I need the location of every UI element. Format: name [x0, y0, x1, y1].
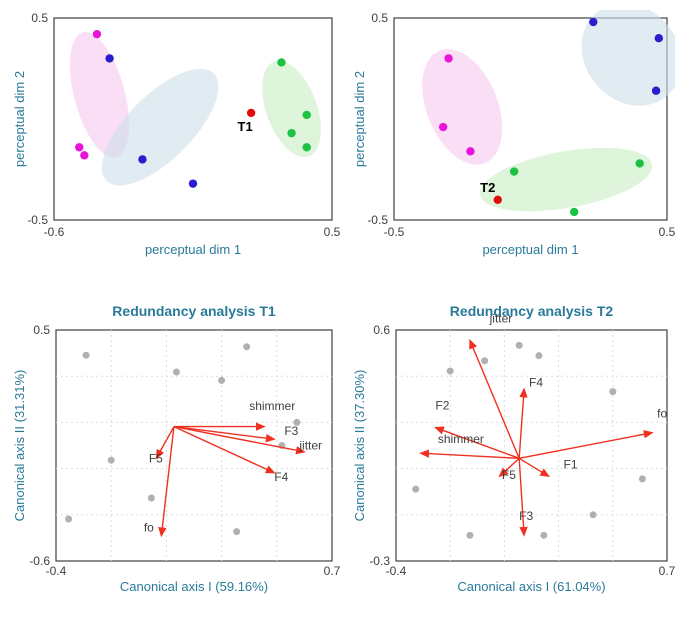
vector-label: F5: [149, 451, 163, 465]
data-point: [494, 196, 502, 204]
data-point: [287, 129, 295, 137]
vector-label: F1: [564, 458, 578, 472]
background-point: [243, 343, 250, 350]
data-point: [189, 179, 197, 187]
data-point: [439, 123, 447, 131]
background-point: [481, 357, 488, 364]
background-point: [148, 495, 155, 502]
y-tick: 0.5: [31, 11, 48, 25]
y-tick: 0.5: [33, 323, 50, 337]
y-tick: -0.6: [29, 554, 50, 568]
background-point: [639, 475, 646, 482]
figure-grid: T1 -0.6 0.5 -0.5 0.5 perceptual dim 1 perceptu…: [10, 10, 675, 595]
vector-label: jitter: [298, 439, 322, 453]
x-tick: -0.5: [384, 225, 405, 239]
background-point: [108, 457, 115, 464]
panel-title: Redundancy analysis T1: [112, 303, 276, 319]
y-tick: -0.3: [369, 554, 390, 568]
x-axis-label: perceptual dim 1: [145, 242, 241, 257]
y-axis-label: Canonical axis II (31.31%): [12, 370, 27, 522]
y-tick: 0.5: [371, 11, 388, 25]
data-point: [589, 18, 597, 26]
panel-bottom-left: Redundancy analysis T1 shimmer F3jitter F4 F…: [10, 300, 340, 595]
data-point: [75, 143, 83, 151]
vector-label: shimmer: [438, 432, 484, 446]
x-axis-label: Canonical axis I (61.04%): [457, 579, 605, 594]
x-axis-label: perceptual dim 1: [482, 242, 578, 257]
y-axis-label: perceptual dim 2: [352, 71, 367, 167]
background-point: [65, 516, 72, 523]
background-point: [590, 511, 597, 518]
data-point: [466, 147, 474, 155]
background-point: [173, 369, 180, 376]
data-point: [303, 143, 311, 151]
background-point: [83, 352, 90, 359]
y-tick: -0.5: [367, 213, 388, 227]
data-point: [510, 167, 518, 175]
background-point: [412, 486, 419, 493]
x-tick: 0.7: [324, 564, 340, 578]
background-point: [218, 377, 225, 384]
vector-label: F4: [529, 375, 543, 389]
x-tick: 0.5: [324, 225, 340, 239]
vector-label: F3: [519, 509, 533, 523]
y-axis-label: perceptual dim 2: [12, 71, 27, 167]
data-point: [655, 34, 663, 42]
panel-top-left: T1 -0.6 0.5 -0.5 0.5 perceptual dim 1 perceptu…: [10, 10, 340, 260]
vector-label: fo: [657, 406, 667, 420]
vector-label: F2: [435, 399, 449, 413]
point-label: T2: [480, 180, 495, 195]
x-tick: -0.6: [44, 225, 65, 239]
y-axis-label: Canonical axis II (37.30%): [352, 370, 367, 522]
x-tick: 0.5: [659, 225, 675, 239]
panel-bottom-right: Redundancy analysis T2jitter F4 F2 shimmer F…: [350, 300, 675, 595]
point-label: T1: [238, 119, 253, 134]
vector-label: shimmer: [249, 399, 295, 413]
data-point: [105, 54, 113, 62]
data-point: [444, 54, 452, 62]
background-point: [609, 388, 616, 395]
y-tick: 0.6: [373, 323, 390, 337]
background-point: [540, 532, 547, 539]
x-tick: 0.7: [659, 564, 675, 578]
vector-label: F5: [502, 468, 516, 482]
vector-label: F3: [284, 424, 298, 438]
data-point: [247, 109, 255, 117]
background-point: [516, 342, 523, 349]
data-point: [138, 155, 146, 163]
panel-top-right: T2 -0.5 0.5 -0.5 0.5 perceptual dim 1 perceptu…: [350, 10, 675, 260]
vector-label: F4: [274, 470, 288, 484]
vector-label: fo: [144, 521, 154, 535]
y-tick: -0.5: [27, 213, 48, 227]
x-axis-label: Canonical axis I (59.16%): [120, 579, 268, 594]
panel-title: Redundancy analysis T2: [450, 303, 614, 319]
data-point: [93, 30, 101, 38]
data-point: [652, 87, 660, 95]
background-point: [466, 532, 473, 539]
data-point: [570, 208, 578, 216]
vector-label: jitter: [489, 311, 513, 325]
data-point: [80, 151, 88, 159]
data-point: [277, 58, 285, 66]
background-point: [447, 368, 454, 375]
data-point: [636, 159, 644, 167]
data-point: [303, 111, 311, 119]
background-point: [233, 528, 240, 535]
background-point: [535, 352, 542, 359]
